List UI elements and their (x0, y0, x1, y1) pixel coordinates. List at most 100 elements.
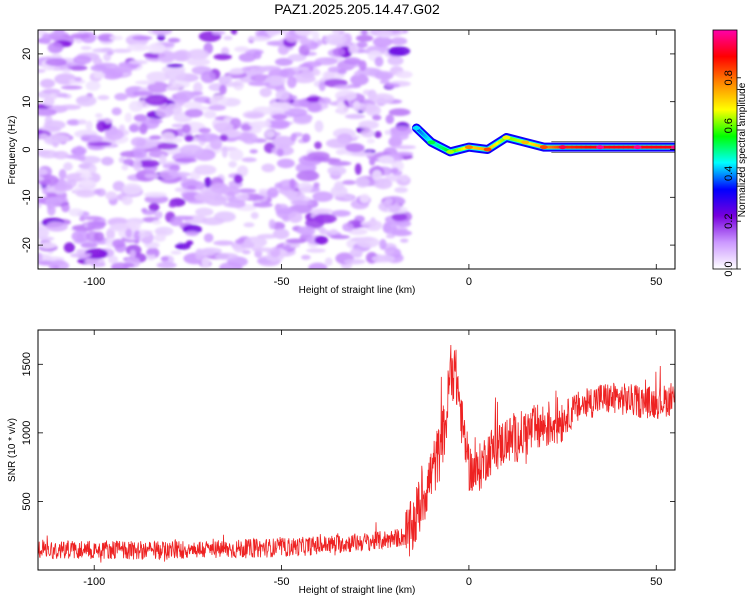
noise-blob (58, 168, 67, 180)
colorbar-tick-label: 0.4 (723, 166, 735, 181)
noise-blob (128, 100, 144, 112)
ridge-point (427, 140, 436, 145)
heatmap-y-ticks: -20 -10 0 10 20 (21, 48, 675, 253)
noise-blob (152, 220, 162, 225)
noise-blob (174, 243, 191, 250)
noise-blob (213, 240, 235, 246)
noise-blob (355, 177, 370, 188)
noise-blob (256, 259, 272, 264)
ridge-point (446, 149, 455, 154)
noise-blob (79, 173, 93, 179)
noise-blob (214, 252, 239, 260)
y-tick-label: -20 (21, 237, 33, 253)
heatmap-y-label: Frequency (Hz) (7, 116, 18, 185)
noise-blob (146, 249, 156, 256)
noise-blob (310, 208, 333, 214)
noise-blob (184, 108, 204, 118)
noise-blob (360, 30, 369, 35)
noise-blob (203, 233, 214, 243)
noise-blob (287, 76, 297, 89)
noise-blob (384, 83, 401, 88)
noise-blob (109, 35, 123, 41)
noise-blob (359, 193, 370, 204)
colorbar-scale (712, 29, 738, 270)
noise-blob (241, 157, 257, 163)
noise-blob (298, 225, 316, 236)
noise-blob (160, 256, 169, 262)
noise-blob (274, 57, 293, 66)
noise-blob (174, 157, 197, 163)
noise-blob (257, 233, 279, 239)
noise-blob (187, 49, 210, 60)
noise-blob (358, 60, 367, 71)
noise-blob (384, 246, 399, 256)
snr-frame (37, 329, 676, 571)
colorbar-tick-label: 0.6 (723, 118, 735, 133)
noise-blob (169, 217, 183, 227)
noise-blob (143, 191, 167, 198)
noise-blob (388, 46, 411, 56)
noise-blob (196, 249, 216, 257)
noise-blob (201, 256, 211, 269)
noise-blob (144, 173, 158, 179)
noise-blob (240, 241, 255, 249)
noise-blob (296, 170, 320, 182)
noise-blob (128, 124, 140, 133)
noise-blob (220, 47, 230, 56)
noise-blob (253, 51, 262, 60)
noise-blob (38, 252, 43, 263)
noise-blob (359, 103, 378, 113)
noise-blob (80, 134, 103, 143)
noise-blob (187, 58, 211, 66)
figure-title: PAZ1.2025.205.14.47.G02 (274, 1, 440, 17)
noise-blob (348, 228, 368, 236)
noise-blob (155, 229, 168, 234)
noise-blob (165, 85, 180, 91)
noise-blob (46, 134, 70, 143)
noise-blob (174, 49, 192, 62)
noise-blob (264, 129, 275, 139)
noise-blob (372, 36, 393, 48)
noise-blob (123, 158, 135, 166)
noise-blob (302, 133, 311, 143)
noise-blob (93, 188, 102, 195)
noise-blob (250, 212, 259, 219)
noise-blob (355, 34, 374, 42)
noise-blob (122, 262, 135, 268)
noise-blob (286, 190, 305, 202)
noise-blob (111, 107, 122, 116)
y-tick-label: 1500 (21, 352, 33, 376)
noise-blob (105, 191, 117, 201)
noise-blob (230, 30, 238, 35)
noise-blob (149, 119, 163, 124)
noise-blob (391, 213, 408, 222)
noise-blob (238, 53, 257, 63)
noise-blob (43, 96, 55, 107)
noise-blob (198, 127, 211, 134)
noise-blob (121, 195, 133, 206)
x-tick-label: 0 (466, 276, 472, 288)
noise-blob (331, 209, 351, 217)
noise-blob (391, 229, 412, 237)
x-tick-label: -100 (83, 276, 105, 288)
noise-blobs (38, 30, 417, 269)
noise-blob (290, 200, 313, 206)
noise-blob (384, 197, 394, 205)
noise-blob (134, 80, 156, 85)
noise-blob (348, 43, 359, 54)
noise-blob (187, 185, 197, 190)
noise-blob (333, 84, 355, 90)
noise-blob (291, 66, 310, 71)
noise-blob (332, 47, 346, 57)
noise-blob (327, 165, 347, 176)
noise-blob (276, 148, 284, 157)
noise-blob (209, 137, 223, 150)
noise-blob (121, 164, 129, 171)
noise-blob (47, 42, 64, 54)
noise-blob (343, 258, 366, 265)
noise-blob (58, 104, 82, 110)
noise-blob (80, 45, 92, 51)
ridge-point (483, 147, 492, 152)
